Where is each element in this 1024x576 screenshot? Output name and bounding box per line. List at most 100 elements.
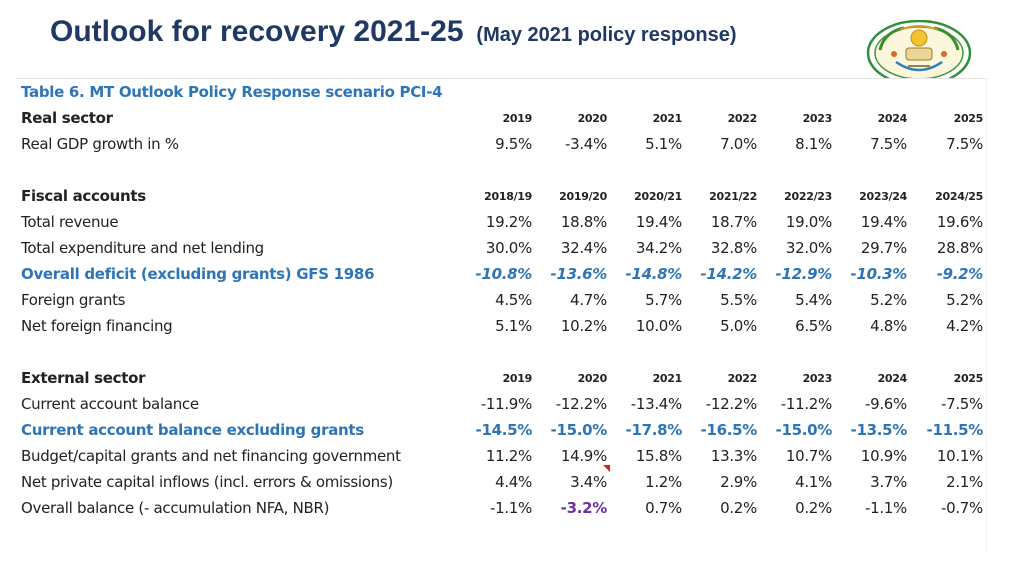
table-cell: -9.2% <box>936 265 984 283</box>
table-cell: 4.7% <box>570 291 607 309</box>
table-row-highlight: Overall deficit (excluding grants) GFS 1… <box>20 261 986 287</box>
table-cell: -1.1% <box>489 499 532 517</box>
table-cell-text: 3.4% <box>570 473 607 491</box>
table-cell: 19.4% <box>635 213 682 231</box>
real-sector-header-row: Real sector 2019 2020 2021 2022 2023 202… <box>20 105 986 131</box>
table-cell-highlighted: -3.2% <box>560 499 608 517</box>
column-header: 2021 <box>652 111 683 125</box>
slide-title-main: Outlook for recovery 2021-25 <box>50 15 464 48</box>
outlook-table: Table 6. MT Outlook Policy Response scen… <box>20 79 986 521</box>
table-cell: -13.6% <box>550 265 608 283</box>
spacer-row <box>20 339 986 365</box>
table-cell: 2.9% <box>720 473 757 491</box>
column-header: 2019/20 <box>559 189 607 203</box>
slide-title: Outlook for recovery 2021-25 (May 2021 p… <box>50 12 737 49</box>
external-header-row: External sector 2019 2020 2021 2022 2023… <box>20 365 986 391</box>
column-header: 2023 <box>802 371 833 385</box>
table-cell: 34.2% <box>635 239 682 257</box>
table-cell: 15.8% <box>635 447 682 465</box>
table-cell: -15.0% <box>775 421 833 439</box>
table-cell: 18.8% <box>560 213 607 231</box>
table-cell: 18.7% <box>710 213 757 231</box>
table-title-row: Table 6. MT Outlook Policy Response scen… <box>20 79 986 105</box>
table-cell: 5.0% <box>720 317 757 335</box>
comment-indicator-icon[interactable] <box>603 465 610 472</box>
column-header: 2024/25 <box>935 189 984 203</box>
row-label: Net private capital inflows (incl. error… <box>21 473 393 491</box>
column-header: 2020/21 <box>634 189 682 203</box>
table-cell: 13.3% <box>710 447 757 465</box>
table-cell: -11.5% <box>926 421 984 439</box>
column-header: 2022/23 <box>784 189 832 203</box>
table-cell: -12.2% <box>555 395 608 413</box>
table-cell: 14.9% <box>560 447 607 465</box>
table-cell: 0.7% <box>645 499 682 517</box>
table-row-highlight: Current account balance excluding grants… <box>20 417 986 443</box>
row-label: Budget/capital grants and net financing … <box>21 447 401 465</box>
table-cell: -12.2% <box>705 395 758 413</box>
table-cell: 5.2% <box>870 291 907 309</box>
table-cell: -14.8% <box>625 265 683 283</box>
column-header: 2021/22 <box>709 189 757 203</box>
table-cell: 7.5% <box>870 135 907 153</box>
table-row: Overall balance (- accumulation NFA, NBR… <box>20 495 986 521</box>
column-header: 2020 <box>577 111 608 125</box>
table-cell: 7.5% <box>946 135 984 153</box>
column-header: 2024 <box>877 111 908 125</box>
table-cell: 10.0% <box>635 317 682 335</box>
column-header: 2023/24 <box>859 189 907 203</box>
table-cell: -14.5% <box>475 421 533 439</box>
table-cell: 10.2% <box>560 317 607 335</box>
table-cell: 29.7% <box>860 239 907 257</box>
table-row: Total expenditure and net lending 30.0% … <box>20 235 986 261</box>
table-cell: 11.2% <box>485 447 532 465</box>
table-cell: 5.7% <box>645 291 682 309</box>
table-cell: -10.3% <box>850 265 908 283</box>
table-cell: 5.1% <box>645 135 682 153</box>
table-cell: -9.6% <box>864 395 907 413</box>
column-header: 2022 <box>727 111 758 125</box>
table-cell: -7.5% <box>940 395 984 413</box>
column-header: 2025 <box>953 111 984 125</box>
table-cell: -17.8% <box>625 421 683 439</box>
table-cell: 28.8% <box>936 239 984 257</box>
table-cell: 3.7% <box>870 473 907 491</box>
table-cell: 19.0% <box>785 213 832 231</box>
table-cell: 32.4% <box>560 239 607 257</box>
row-label: Overall balance (- accumulation NFA, NBR… <box>21 499 330 517</box>
table-cell: -16.5% <box>700 421 758 439</box>
table-cell: -12.9% <box>775 265 833 283</box>
table-cell: -13.4% <box>630 395 683 413</box>
table-cell: 6.5% <box>795 317 832 335</box>
table-cell: 32.0% <box>785 239 832 257</box>
column-header: 2022 <box>727 371 758 385</box>
section-header-external-sector: External sector <box>21 369 146 387</box>
table-cell: 4.8% <box>870 317 907 335</box>
row-label: Foreign grants <box>21 291 126 309</box>
table-row: Current account balance -11.9% -12.2% -1… <box>20 391 986 417</box>
row-label: Total revenue <box>21 213 119 231</box>
row-label: Net foreign financing <box>21 317 173 335</box>
table-cell: -13.5% <box>850 421 908 439</box>
outlook-table-panel: Table 6. MT Outlook Policy Response scen… <box>16 78 987 553</box>
table-cell: 32.8% <box>710 239 757 257</box>
table-row: Total revenue 19.2% 18.8% 19.4% 18.7% 19… <box>20 209 986 235</box>
table-row: Net private capital inflows (incl. error… <box>20 465 986 495</box>
table-cell: 30.0% <box>485 239 532 257</box>
row-label: Real GDP growth in % <box>21 135 179 153</box>
table-cell: 10.7% <box>785 447 832 465</box>
fiscal-header-row: Fiscal accounts 2018/19 2019/20 2020/21 … <box>20 183 986 209</box>
table-cell: 5.5% <box>720 291 757 309</box>
table-cell: -11.2% <box>780 395 833 413</box>
table-cell: 4.2% <box>946 317 984 335</box>
table-title: Table 6. MT Outlook Policy Response scen… <box>21 83 443 101</box>
table-cell: -11.9% <box>480 395 533 413</box>
column-header: 2025 <box>953 371 984 385</box>
table-cell: -10.8% <box>475 265 533 283</box>
column-header: 2023 <box>802 111 833 125</box>
table-cell: 9.5% <box>495 135 532 153</box>
column-header: 2019 <box>502 111 533 125</box>
table-cell: 5.1% <box>495 317 532 335</box>
table-cell: -3.4% <box>564 135 607 153</box>
row-label: Current account balance <box>21 395 199 413</box>
